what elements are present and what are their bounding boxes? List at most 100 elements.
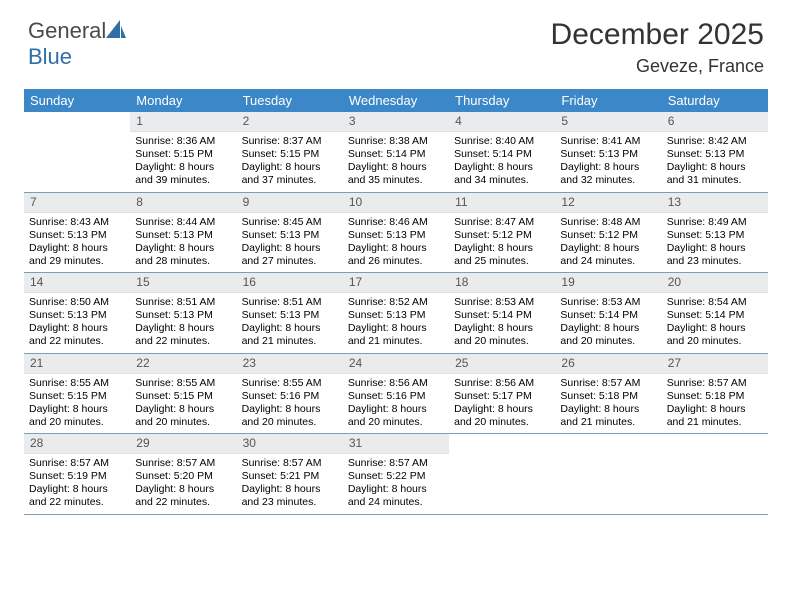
daylight-text: Daylight: 8 hours and 25 minutes.: [454, 242, 550, 268]
day-body: Sunrise: 8:53 AMSunset: 5:14 PMDaylight:…: [449, 293, 555, 353]
weeks-container: 1Sunrise: 8:36 AMSunset: 5:15 PMDaylight…: [24, 112, 768, 515]
day-body: Sunrise: 8:52 AMSunset: 5:13 PMDaylight:…: [343, 293, 449, 353]
sunset-text: Sunset: 5:20 PM: [135, 470, 231, 483]
day-body: Sunrise: 8:56 AMSunset: 5:16 PMDaylight:…: [343, 374, 449, 434]
day-number: 23: [237, 354, 343, 374]
sunrise-text: Sunrise: 8:57 AM: [667, 377, 763, 390]
day-body: Sunrise: 8:47 AMSunset: 5:12 PMDaylight:…: [449, 213, 555, 273]
daylight-text: Daylight: 8 hours and 22 minutes.: [135, 483, 231, 509]
sunset-text: Sunset: 5:13 PM: [135, 309, 231, 322]
month-title: December 2025: [551, 18, 764, 52]
sunrise-text: Sunrise: 8:37 AM: [242, 135, 338, 148]
day-cell: 9Sunrise: 8:45 AMSunset: 5:13 PMDaylight…: [237, 193, 343, 273]
sunrise-text: Sunrise: 8:42 AM: [667, 135, 763, 148]
day-body: Sunrise: 8:53 AMSunset: 5:14 PMDaylight:…: [555, 293, 661, 353]
day-number: 19: [555, 273, 661, 293]
day-cell: [449, 434, 555, 514]
day-cell: 18Sunrise: 8:53 AMSunset: 5:14 PMDayligh…: [449, 273, 555, 353]
sunset-text: Sunset: 5:13 PM: [560, 148, 656, 161]
daylight-text: Daylight: 8 hours and 20 minutes.: [454, 322, 550, 348]
sunset-text: Sunset: 5:13 PM: [135, 229, 231, 242]
sunrise-text: Sunrise: 8:49 AM: [667, 216, 763, 229]
day-cell: 23Sunrise: 8:55 AMSunset: 5:16 PMDayligh…: [237, 354, 343, 434]
day-body: [555, 453, 661, 460]
day-body: Sunrise: 8:36 AMSunset: 5:15 PMDaylight:…: [130, 132, 236, 192]
day-number: 4: [449, 112, 555, 132]
day-cell: 7Sunrise: 8:43 AMSunset: 5:13 PMDaylight…: [24, 193, 130, 273]
sunset-text: Sunset: 5:14 PM: [667, 309, 763, 322]
sunset-text: Sunset: 5:14 PM: [348, 148, 444, 161]
sunset-text: Sunset: 5:13 PM: [29, 309, 125, 322]
day-body: Sunrise: 8:55 AMSunset: 5:16 PMDaylight:…: [237, 374, 343, 434]
day-cell: 14Sunrise: 8:50 AMSunset: 5:13 PMDayligh…: [24, 273, 130, 353]
day-number: 14: [24, 273, 130, 293]
daylight-text: Daylight: 8 hours and 28 minutes.: [135, 242, 231, 268]
daylight-text: Daylight: 8 hours and 20 minutes.: [29, 403, 125, 429]
header: General Blue December 2025 Geveze, Franc…: [0, 0, 792, 83]
sunrise-text: Sunrise: 8:57 AM: [348, 457, 444, 470]
daylight-text: Daylight: 8 hours and 29 minutes.: [29, 242, 125, 268]
week-row: 14Sunrise: 8:50 AMSunset: 5:13 PMDayligh…: [24, 273, 768, 354]
week-row: 7Sunrise: 8:43 AMSunset: 5:13 PMDaylight…: [24, 193, 768, 274]
day-cell: 1Sunrise: 8:36 AMSunset: 5:15 PMDaylight…: [130, 112, 236, 192]
daylight-text: Daylight: 8 hours and 21 minutes.: [667, 403, 763, 429]
sunset-text: Sunset: 5:15 PM: [29, 390, 125, 403]
sunset-text: Sunset: 5:12 PM: [454, 229, 550, 242]
sunset-text: Sunset: 5:18 PM: [560, 390, 656, 403]
day-number: 1: [130, 112, 236, 132]
day-cell: 3Sunrise: 8:38 AMSunset: 5:14 PMDaylight…: [343, 112, 449, 192]
day-body: Sunrise: 8:43 AMSunset: 5:13 PMDaylight:…: [24, 213, 130, 273]
dow-row: Sunday Monday Tuesday Wednesday Thursday…: [24, 89, 768, 112]
day-body: Sunrise: 8:41 AMSunset: 5:13 PMDaylight:…: [555, 132, 661, 192]
day-cell: 31Sunrise: 8:57 AMSunset: 5:22 PMDayligh…: [343, 434, 449, 514]
sail-icon: [106, 20, 126, 38]
day-number: 17: [343, 273, 449, 293]
day-number: 20: [662, 273, 768, 293]
day-number: [449, 434, 555, 453]
day-cell: 19Sunrise: 8:53 AMSunset: 5:14 PMDayligh…: [555, 273, 661, 353]
sunrise-text: Sunrise: 8:47 AM: [454, 216, 550, 229]
sunrise-text: Sunrise: 8:43 AM: [29, 216, 125, 229]
day-number: 13: [662, 193, 768, 213]
day-body: Sunrise: 8:57 AMSunset: 5:20 PMDaylight:…: [130, 454, 236, 514]
day-cell: 2Sunrise: 8:37 AMSunset: 5:15 PMDaylight…: [237, 112, 343, 192]
sunrise-text: Sunrise: 8:46 AM: [348, 216, 444, 229]
week-row: 21Sunrise: 8:55 AMSunset: 5:15 PMDayligh…: [24, 354, 768, 435]
sunrise-text: Sunrise: 8:56 AM: [348, 377, 444, 390]
dow-thursday: Thursday: [449, 89, 555, 112]
day-cell: 30Sunrise: 8:57 AMSunset: 5:21 PMDayligh…: [237, 434, 343, 514]
day-cell: 25Sunrise: 8:56 AMSunset: 5:17 PMDayligh…: [449, 354, 555, 434]
daylight-text: Daylight: 8 hours and 20 minutes.: [135, 403, 231, 429]
sunset-text: Sunset: 5:14 PM: [454, 309, 550, 322]
day-body: Sunrise: 8:57 AMSunset: 5:19 PMDaylight:…: [24, 454, 130, 514]
sunrise-text: Sunrise: 8:36 AM: [135, 135, 231, 148]
sunrise-text: Sunrise: 8:53 AM: [560, 296, 656, 309]
sunset-text: Sunset: 5:12 PM: [560, 229, 656, 242]
sunrise-text: Sunrise: 8:51 AM: [242, 296, 338, 309]
sunset-text: Sunset: 5:21 PM: [242, 470, 338, 483]
day-body: Sunrise: 8:44 AMSunset: 5:13 PMDaylight:…: [130, 213, 236, 273]
day-number: 22: [130, 354, 236, 374]
day-number: 26: [555, 354, 661, 374]
day-number: 10: [343, 193, 449, 213]
sunrise-text: Sunrise: 8:40 AM: [454, 135, 550, 148]
sunrise-text: Sunrise: 8:55 AM: [135, 377, 231, 390]
sunrise-text: Sunrise: 8:51 AM: [135, 296, 231, 309]
sunrise-text: Sunrise: 8:50 AM: [29, 296, 125, 309]
sunset-text: Sunset: 5:15 PM: [135, 148, 231, 161]
daylight-text: Daylight: 8 hours and 22 minutes.: [135, 322, 231, 348]
daylight-text: Daylight: 8 hours and 37 minutes.: [242, 161, 338, 187]
sunrise-text: Sunrise: 8:52 AM: [348, 296, 444, 309]
day-cell: 27Sunrise: 8:57 AMSunset: 5:18 PMDayligh…: [662, 354, 768, 434]
brand-part1: General: [28, 18, 106, 43]
day-cell: 4Sunrise: 8:40 AMSunset: 5:14 PMDaylight…: [449, 112, 555, 192]
sunset-text: Sunset: 5:19 PM: [29, 470, 125, 483]
day-body: Sunrise: 8:48 AMSunset: 5:12 PMDaylight:…: [555, 213, 661, 273]
day-cell: 17Sunrise: 8:52 AMSunset: 5:13 PMDayligh…: [343, 273, 449, 353]
brand-text: General Blue: [28, 18, 126, 70]
day-body: Sunrise: 8:50 AMSunset: 5:13 PMDaylight:…: [24, 293, 130, 353]
brand-part2: Blue: [28, 44, 72, 69]
day-body: Sunrise: 8:51 AMSunset: 5:13 PMDaylight:…: [130, 293, 236, 353]
sunrise-text: Sunrise: 8:45 AM: [242, 216, 338, 229]
day-body: Sunrise: 8:54 AMSunset: 5:14 PMDaylight:…: [662, 293, 768, 353]
